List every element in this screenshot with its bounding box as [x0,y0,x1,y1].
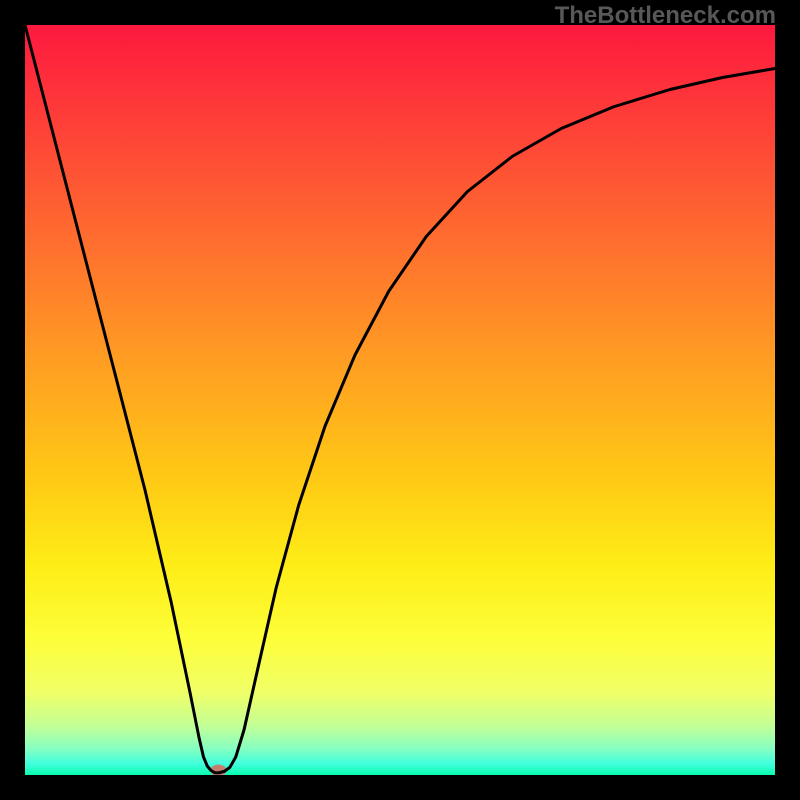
curve-layer [25,25,775,775]
plot-area [25,25,775,775]
watermark-text: TheBottleneck.com [555,2,776,30]
bottleneck-curve [25,25,775,773]
chart-frame: TheBottleneck.com [0,0,800,800]
